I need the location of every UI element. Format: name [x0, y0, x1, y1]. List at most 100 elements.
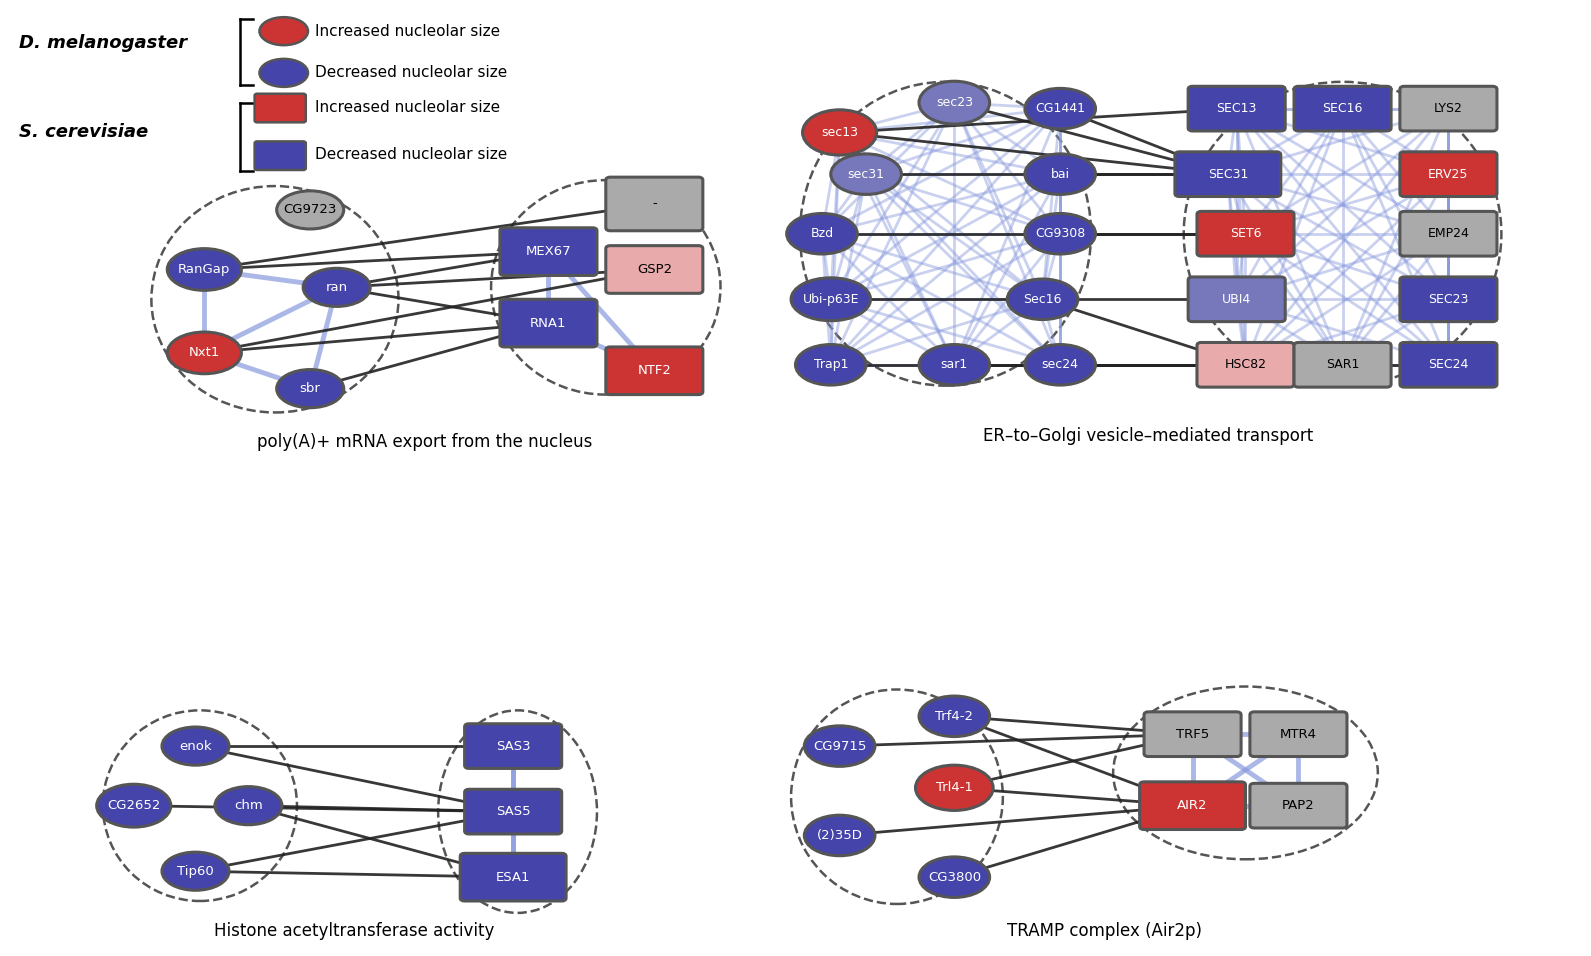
- Text: SEC13: SEC13: [1217, 102, 1257, 115]
- FancyBboxPatch shape: [1400, 342, 1497, 387]
- Text: SEC24: SEC24: [1429, 358, 1468, 371]
- Ellipse shape: [831, 154, 902, 194]
- Ellipse shape: [277, 370, 344, 407]
- Text: sar1: sar1: [940, 358, 967, 371]
- Text: ran: ran: [326, 281, 348, 293]
- Text: CG2652: CG2652: [107, 799, 161, 813]
- Text: SAR1: SAR1: [1325, 358, 1359, 371]
- FancyBboxPatch shape: [1196, 211, 1293, 256]
- Ellipse shape: [277, 191, 344, 229]
- Ellipse shape: [1025, 88, 1096, 129]
- Text: CG9723: CG9723: [283, 204, 337, 216]
- Ellipse shape: [920, 696, 990, 736]
- Text: Nxt1: Nxt1: [189, 346, 220, 359]
- Ellipse shape: [162, 727, 229, 765]
- Text: Decreased nucleolar size: Decreased nucleolar size: [315, 65, 508, 80]
- Text: UBI4: UBI4: [1222, 293, 1251, 306]
- Text: bai: bai: [1050, 167, 1069, 181]
- FancyBboxPatch shape: [500, 299, 597, 347]
- Text: Decreased nucleolar size: Decreased nucleolar size: [315, 147, 508, 162]
- Text: Trl4-1: Trl4-1: [936, 781, 972, 794]
- FancyBboxPatch shape: [465, 790, 562, 834]
- Text: SEC16: SEC16: [1322, 102, 1363, 115]
- Text: D. melanogaster: D. melanogaster: [19, 34, 188, 52]
- FancyBboxPatch shape: [1139, 782, 1246, 830]
- Text: CG9715: CG9715: [813, 740, 867, 752]
- FancyBboxPatch shape: [1400, 152, 1497, 197]
- Ellipse shape: [920, 81, 990, 124]
- Text: SEC23: SEC23: [1429, 293, 1468, 306]
- Text: CG1441: CG1441: [1036, 102, 1085, 115]
- Text: PAP2: PAP2: [1282, 799, 1314, 813]
- FancyBboxPatch shape: [1144, 712, 1241, 756]
- Text: enok: enok: [180, 740, 212, 752]
- FancyBboxPatch shape: [1188, 277, 1286, 321]
- Text: AIR2: AIR2: [1177, 799, 1208, 813]
- Ellipse shape: [215, 787, 282, 825]
- Text: Histone acetyltransferase activity: Histone acetyltransferase activity: [215, 922, 495, 940]
- FancyBboxPatch shape: [606, 347, 703, 395]
- Text: chm: chm: [234, 799, 263, 813]
- Text: poly(A)+ mRNA export from the nucleus: poly(A)+ mRNA export from the nucleus: [258, 433, 592, 451]
- Ellipse shape: [167, 332, 242, 374]
- Text: HSC82: HSC82: [1225, 358, 1266, 371]
- FancyBboxPatch shape: [1400, 86, 1497, 131]
- Text: sbr: sbr: [299, 382, 321, 395]
- Text: ERV25: ERV25: [1429, 167, 1468, 181]
- FancyBboxPatch shape: [1174, 152, 1281, 197]
- Ellipse shape: [920, 857, 990, 898]
- Text: sec23: sec23: [936, 97, 972, 109]
- Text: MEX67: MEX67: [525, 245, 571, 258]
- Text: Increased nucleolar size: Increased nucleolar size: [315, 24, 500, 38]
- FancyBboxPatch shape: [1293, 86, 1391, 131]
- Ellipse shape: [1007, 279, 1077, 319]
- Text: Trap1: Trap1: [813, 358, 848, 371]
- FancyBboxPatch shape: [500, 228, 597, 275]
- Text: Ubi-p63E: Ubi-p63E: [802, 293, 859, 306]
- Text: ESA1: ESA1: [496, 871, 530, 883]
- Text: RNA1: RNA1: [530, 316, 566, 330]
- Ellipse shape: [162, 852, 229, 890]
- FancyBboxPatch shape: [465, 724, 562, 769]
- Ellipse shape: [805, 815, 875, 856]
- Text: SEC31: SEC31: [1208, 167, 1247, 181]
- FancyBboxPatch shape: [606, 177, 703, 230]
- Text: MTR4: MTR4: [1279, 728, 1317, 741]
- Text: ER–to–Golgi vesicle–mediated transport: ER–to–Golgi vesicle–mediated transport: [983, 427, 1314, 445]
- Text: Bzd: Bzd: [810, 228, 834, 240]
- Ellipse shape: [786, 213, 858, 254]
- Text: Trf4-2: Trf4-2: [936, 709, 974, 723]
- FancyBboxPatch shape: [1293, 342, 1391, 387]
- Text: CG9308: CG9308: [1036, 228, 1085, 240]
- FancyBboxPatch shape: [1196, 342, 1293, 387]
- Text: GSP2: GSP2: [636, 263, 671, 276]
- Ellipse shape: [1025, 213, 1096, 254]
- Text: CG3800: CG3800: [928, 871, 982, 883]
- FancyBboxPatch shape: [606, 246, 703, 293]
- Text: SAS5: SAS5: [496, 805, 530, 818]
- FancyBboxPatch shape: [1251, 712, 1348, 756]
- FancyBboxPatch shape: [1400, 277, 1497, 321]
- Ellipse shape: [1025, 154, 1096, 194]
- Text: (2)35D: (2)35D: [816, 829, 862, 842]
- FancyBboxPatch shape: [255, 94, 305, 122]
- Ellipse shape: [1025, 344, 1096, 385]
- Text: LYS2: LYS2: [1433, 102, 1462, 115]
- Text: Sec16: Sec16: [1023, 293, 1061, 306]
- Ellipse shape: [920, 344, 990, 385]
- Ellipse shape: [167, 249, 242, 291]
- FancyBboxPatch shape: [1251, 783, 1348, 828]
- Ellipse shape: [805, 726, 875, 767]
- Ellipse shape: [259, 17, 309, 45]
- Ellipse shape: [259, 59, 309, 87]
- Text: SAS3: SAS3: [496, 740, 530, 752]
- Ellipse shape: [915, 765, 993, 811]
- Ellipse shape: [796, 344, 866, 385]
- Text: TRAMP complex (Air2p): TRAMP complex (Air2p): [1007, 922, 1201, 940]
- Text: sec13: sec13: [821, 126, 858, 139]
- FancyBboxPatch shape: [1400, 211, 1497, 256]
- Text: EMP24: EMP24: [1427, 228, 1470, 240]
- Text: Increased nucleolar size: Increased nucleolar size: [315, 100, 500, 115]
- FancyBboxPatch shape: [460, 854, 566, 901]
- Text: sec24: sec24: [1042, 358, 1079, 371]
